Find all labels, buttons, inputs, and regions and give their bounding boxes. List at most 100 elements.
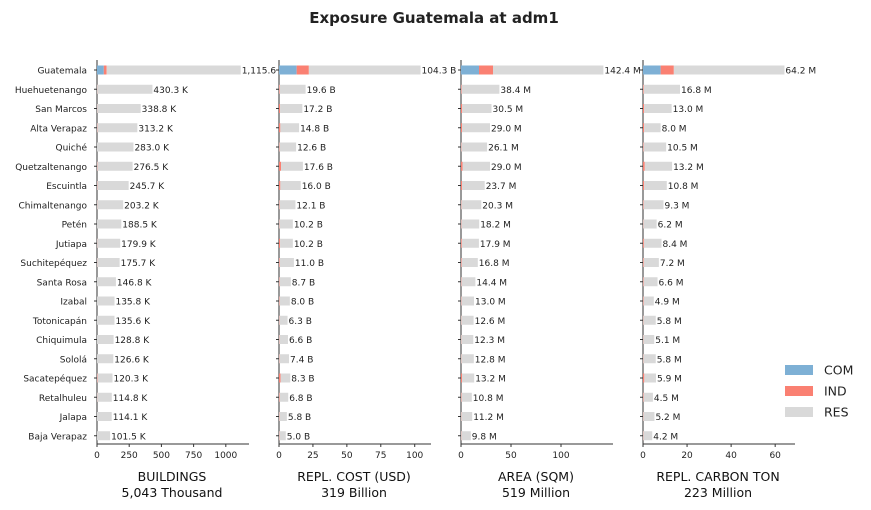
- bar-ind-guatemala: [103, 65, 107, 75]
- bar-res-huehuetenango: [643, 84, 681, 94]
- bar-res-escuintla: [280, 181, 301, 190]
- bar-ind-sacatepequez: [643, 373, 645, 383]
- bar-ind-sacatepequez: [461, 373, 462, 383]
- bar-res-jalapa: [461, 412, 473, 421]
- category-label-izabal: Izabal: [60, 298, 87, 308]
- value-label-san-marcos: 30.5 M: [493, 105, 524, 115]
- value-label-izabal: 13.0 M: [475, 298, 506, 308]
- value-label-solola: 7.4 B: [290, 355, 313, 365]
- bar-ind-guatemala: [479, 65, 493, 75]
- bar-ind-alta-verapaz: [279, 123, 281, 133]
- value-label-totonicapan: 12.6 M: [475, 317, 506, 327]
- value-label-sacatepequez: 13.2 M: [475, 375, 506, 385]
- bar-res-izabal: [97, 296, 115, 306]
- bar-ind-chimaltenango: [643, 200, 644, 210]
- bar-res-izabal: [643, 296, 654, 306]
- value-label-chimaltenango: 9.3 M: [664, 201, 689, 211]
- value-label-quiche: 283.0 K: [134, 144, 170, 154]
- bar-ind-santa-rosa: [279, 277, 280, 287]
- bar-res-jutiapa: [97, 238, 121, 248]
- value-label-quiche: 26.1 M: [488, 144, 519, 154]
- bar-com-guatemala: [461, 65, 479, 75]
- panel-area-sqm: 0 50 100 142.4 M 38.4 M 30.5 M 29.0 M 26.1 M 29.…: [458, 60, 641, 500]
- x-axis-label: REPL. COST (USD): [297, 469, 411, 484]
- category-label-solola: Sololá: [60, 355, 87, 365]
- bar-ind-huehuetenango: [643, 84, 644, 94]
- bar-res-totonicapan: [643, 315, 656, 325]
- category-label-san-marcos: San Marcos: [35, 105, 87, 115]
- x-axis-total: 223 Million: [684, 485, 752, 500]
- value-label-guatemala: 142.4 M: [604, 67, 640, 77]
- value-label-solola: 12.8 M: [475, 355, 506, 365]
- bar-res-chimaltenango: [279, 200, 296, 210]
- bar-res-sacatepequez: [97, 373, 113, 383]
- bar-res-quiche: [97, 142, 134, 152]
- bar-ind-suchitepequez: [279, 258, 280, 267]
- bar-res-totonicapan: [97, 315, 115, 325]
- x-tick-label: 1000: [214, 451, 237, 461]
- row-labels: Guatemala Huehuetenango San Marcos Alta Ver…: [15, 67, 88, 443]
- x-axis-total: 5,043 Thousand: [122, 485, 223, 500]
- value-label-retalhuleu: 10.8 M: [473, 394, 504, 404]
- bar-res-huehuetenango: [461, 84, 500, 94]
- value-label-baja-verapaz: 5.0 B: [287, 432, 310, 442]
- bar-res-escuintla: [644, 181, 667, 190]
- value-label-sacatepequez: 8.3 B: [291, 375, 314, 385]
- bar-ind-izabal: [643, 296, 644, 306]
- bar-res-totonicapan: [461, 315, 474, 325]
- value-label-jalapa: 11.2 M: [473, 413, 504, 423]
- value-label-santa-rosa: 146.8 K: [117, 278, 153, 288]
- category-label-retalhuleu: Retalhuleu: [39, 394, 87, 404]
- x-tick-label: 250: [121, 451, 138, 461]
- bar-com-guatemala: [97, 65, 104, 75]
- bar-ind-san-marcos: [279, 104, 281, 113]
- value-label-alta-verapaz: 29.0 M: [491, 124, 522, 134]
- bar-ind-alta-verapaz: [461, 123, 462, 133]
- x-axis-label: REPL. CARBON TON: [656, 469, 779, 484]
- value-label-chiquimula: 5.1 M: [655, 336, 680, 346]
- bar-res-totonicapan: [279, 315, 288, 325]
- x-axis-label: AREA (SQM): [498, 469, 574, 484]
- value-label-chimaltenango: 203.2 K: [124, 201, 160, 211]
- bar-res-quiche: [643, 142, 667, 152]
- value-label-peten: 6.2 M: [658, 221, 683, 231]
- value-label-chimaltenango: 20.3 M: [482, 201, 513, 211]
- category-label-huehuetenango: Huehuetenango: [15, 86, 88, 96]
- bar-res-huehuetenango: [279, 84, 306, 94]
- bar-res-chiquimula: [97, 335, 114, 344]
- category-label-jalapa: Jalapa: [59, 413, 87, 423]
- bar-res-san-marcos: [280, 104, 303, 113]
- bar-ind-huehuetenango: [461, 84, 462, 94]
- x-tick-label: 60: [769, 451, 781, 461]
- bar-res-chimaltenango: [643, 200, 664, 210]
- bar-res-quetzaltenango: [97, 161, 133, 171]
- bar-res-izabal: [461, 296, 474, 306]
- x-tick-label: 50: [341, 451, 353, 461]
- x-tick-label: 20: [681, 451, 693, 461]
- bar-ind-escuintla: [643, 181, 645, 190]
- bar-res-retalhuleu: [643, 392, 653, 402]
- value-label-quetzaltenango: 17.6 B: [304, 163, 333, 173]
- bar-res-alta-verapaz: [462, 123, 490, 133]
- bar-ind-sacatepequez: [97, 373, 98, 383]
- legend-label-res: RES: [824, 405, 849, 420]
- value-label-baja-verapaz: 4.2 M: [653, 432, 678, 442]
- category-label-chimaltenango: Chimaltenango: [19, 201, 88, 211]
- bar-res-baja-verapaz: [97, 431, 111, 441]
- value-label-suchitepequez: 175.7 K: [121, 259, 157, 269]
- value-label-jutiapa: 17.9 M: [480, 240, 511, 250]
- value-label-izabal: 135.8 K: [115, 298, 151, 308]
- value-label-quetzaltenango: 29.0 M: [491, 163, 522, 173]
- value-label-retalhuleu: 4.5 M: [654, 394, 679, 404]
- bar-res-san-marcos: [644, 104, 672, 113]
- value-label-retalhuleu: 114.8 K: [113, 394, 149, 404]
- bar-ind-suchitepequez: [643, 258, 644, 267]
- value-label-alta-verapaz: 8.0 M: [662, 124, 687, 134]
- category-label-chiquimula: Chiquimula: [36, 336, 87, 346]
- x-tick-label: 0: [276, 451, 282, 461]
- bar-res-quiche: [461, 142, 488, 152]
- category-label-jutiapa: Jutiapa: [55, 240, 87, 250]
- bar-ind-escuintla: [279, 181, 281, 190]
- bar-ind-quetzaltenango: [643, 161, 645, 171]
- bar-ind-escuintla: [461, 181, 462, 190]
